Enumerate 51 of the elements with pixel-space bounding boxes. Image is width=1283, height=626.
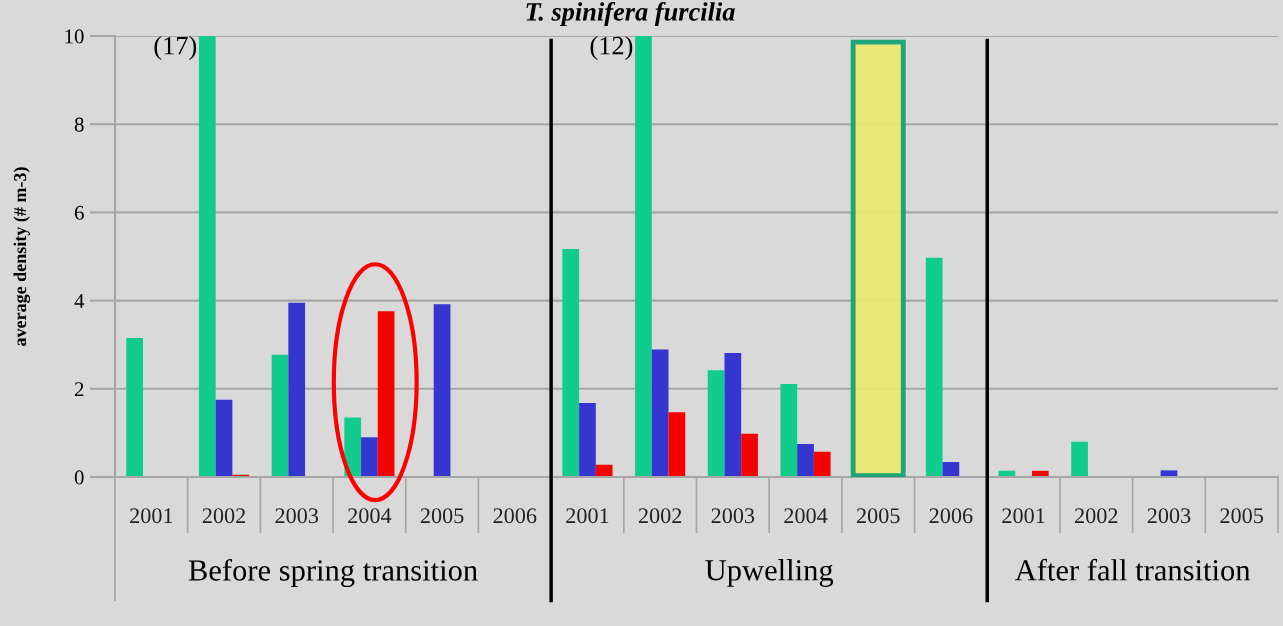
bar — [724, 353, 742, 477]
x-tick-label: 2004 — [348, 508, 392, 524]
bar — [925, 257, 943, 477]
x-tick-label: 2002 — [1075, 508, 1118, 524]
x-tick-label: 2006 — [929, 508, 973, 524]
x-axis-title: Before spring transition — [188, 558, 478, 588]
x-tick-label: 2004 — [784, 508, 828, 524]
x-tick-label: 2003 — [711, 508, 755, 524]
bar — [707, 370, 725, 477]
annotation: (17) — [154, 36, 197, 60]
bar — [288, 302, 306, 477]
x-tick-label: 2005 — [420, 508, 464, 524]
bar — [433, 304, 451, 477]
bar — [361, 437, 378, 477]
bar — [635, 36, 652, 477]
x-axis-title: Upwelling — [705, 559, 834, 587]
bar — [198, 36, 216, 477]
x-tick-label: 2003 — [275, 508, 319, 524]
bar — [595, 464, 613, 477]
bar — [562, 249, 580, 477]
bar — [813, 451, 831, 477]
x-tick-label: 2006 — [493, 508, 537, 524]
bar — [215, 399, 233, 477]
y-tick-label: 4 — [74, 294, 85, 308]
chart-title: T. spinifera furcilia — [526, 1, 735, 27]
x-axis-title: After fall transition — [1014, 558, 1251, 581]
x-tick-label: 2001 — [1002, 508, 1045, 524]
y-tick-label: 2 — [74, 382, 84, 397]
y-tick-label: 8 — [74, 117, 84, 132]
x-tick-label: 2002 — [202, 508, 246, 524]
bar — [377, 311, 395, 477]
x-tick-label: 2001 — [566, 508, 609, 524]
bar — [780, 383, 798, 477]
x-tick-label: 2001 — [130, 508, 173, 524]
x-tick-label: 2005 — [856, 508, 900, 524]
annotation: (12) — [590, 36, 633, 60]
x-tick-label: 2005 — [1220, 508, 1264, 524]
x-tick-label: 2003 — [1147, 508, 1191, 524]
y-tick-label: 0 — [74, 470, 84, 485]
bar — [126, 338, 143, 477]
bar — [344, 417, 362, 477]
bar — [579, 402, 596, 477]
y-axis-title: average density (# m-3) — [13, 167, 30, 346]
bar — [741, 433, 758, 477]
x-tick-label: 2002 — [638, 508, 682, 524]
bar — [271, 354, 289, 477]
bar — [797, 443, 814, 477]
y-tick-label: 10 — [65, 29, 84, 44]
bar — [651, 349, 669, 477]
y-tick-label: 6 — [74, 205, 84, 220]
bar — [668, 412, 686, 477]
